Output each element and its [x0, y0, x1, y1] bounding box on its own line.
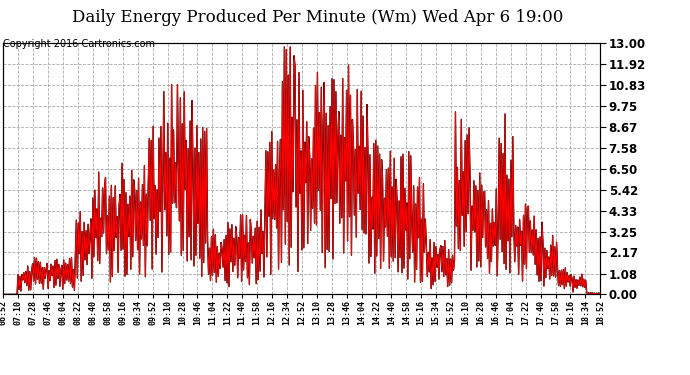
Text: Daily Energy Produced Per Minute (Wm) Wed Apr 6 19:00: Daily Energy Produced Per Minute (Wm) We…: [72, 9, 563, 26]
Text: Copyright 2016 Cartronics.com: Copyright 2016 Cartronics.com: [3, 39, 155, 50]
Text: Power Produced (watts/minute): Power Produced (watts/minute): [442, 29, 624, 39]
